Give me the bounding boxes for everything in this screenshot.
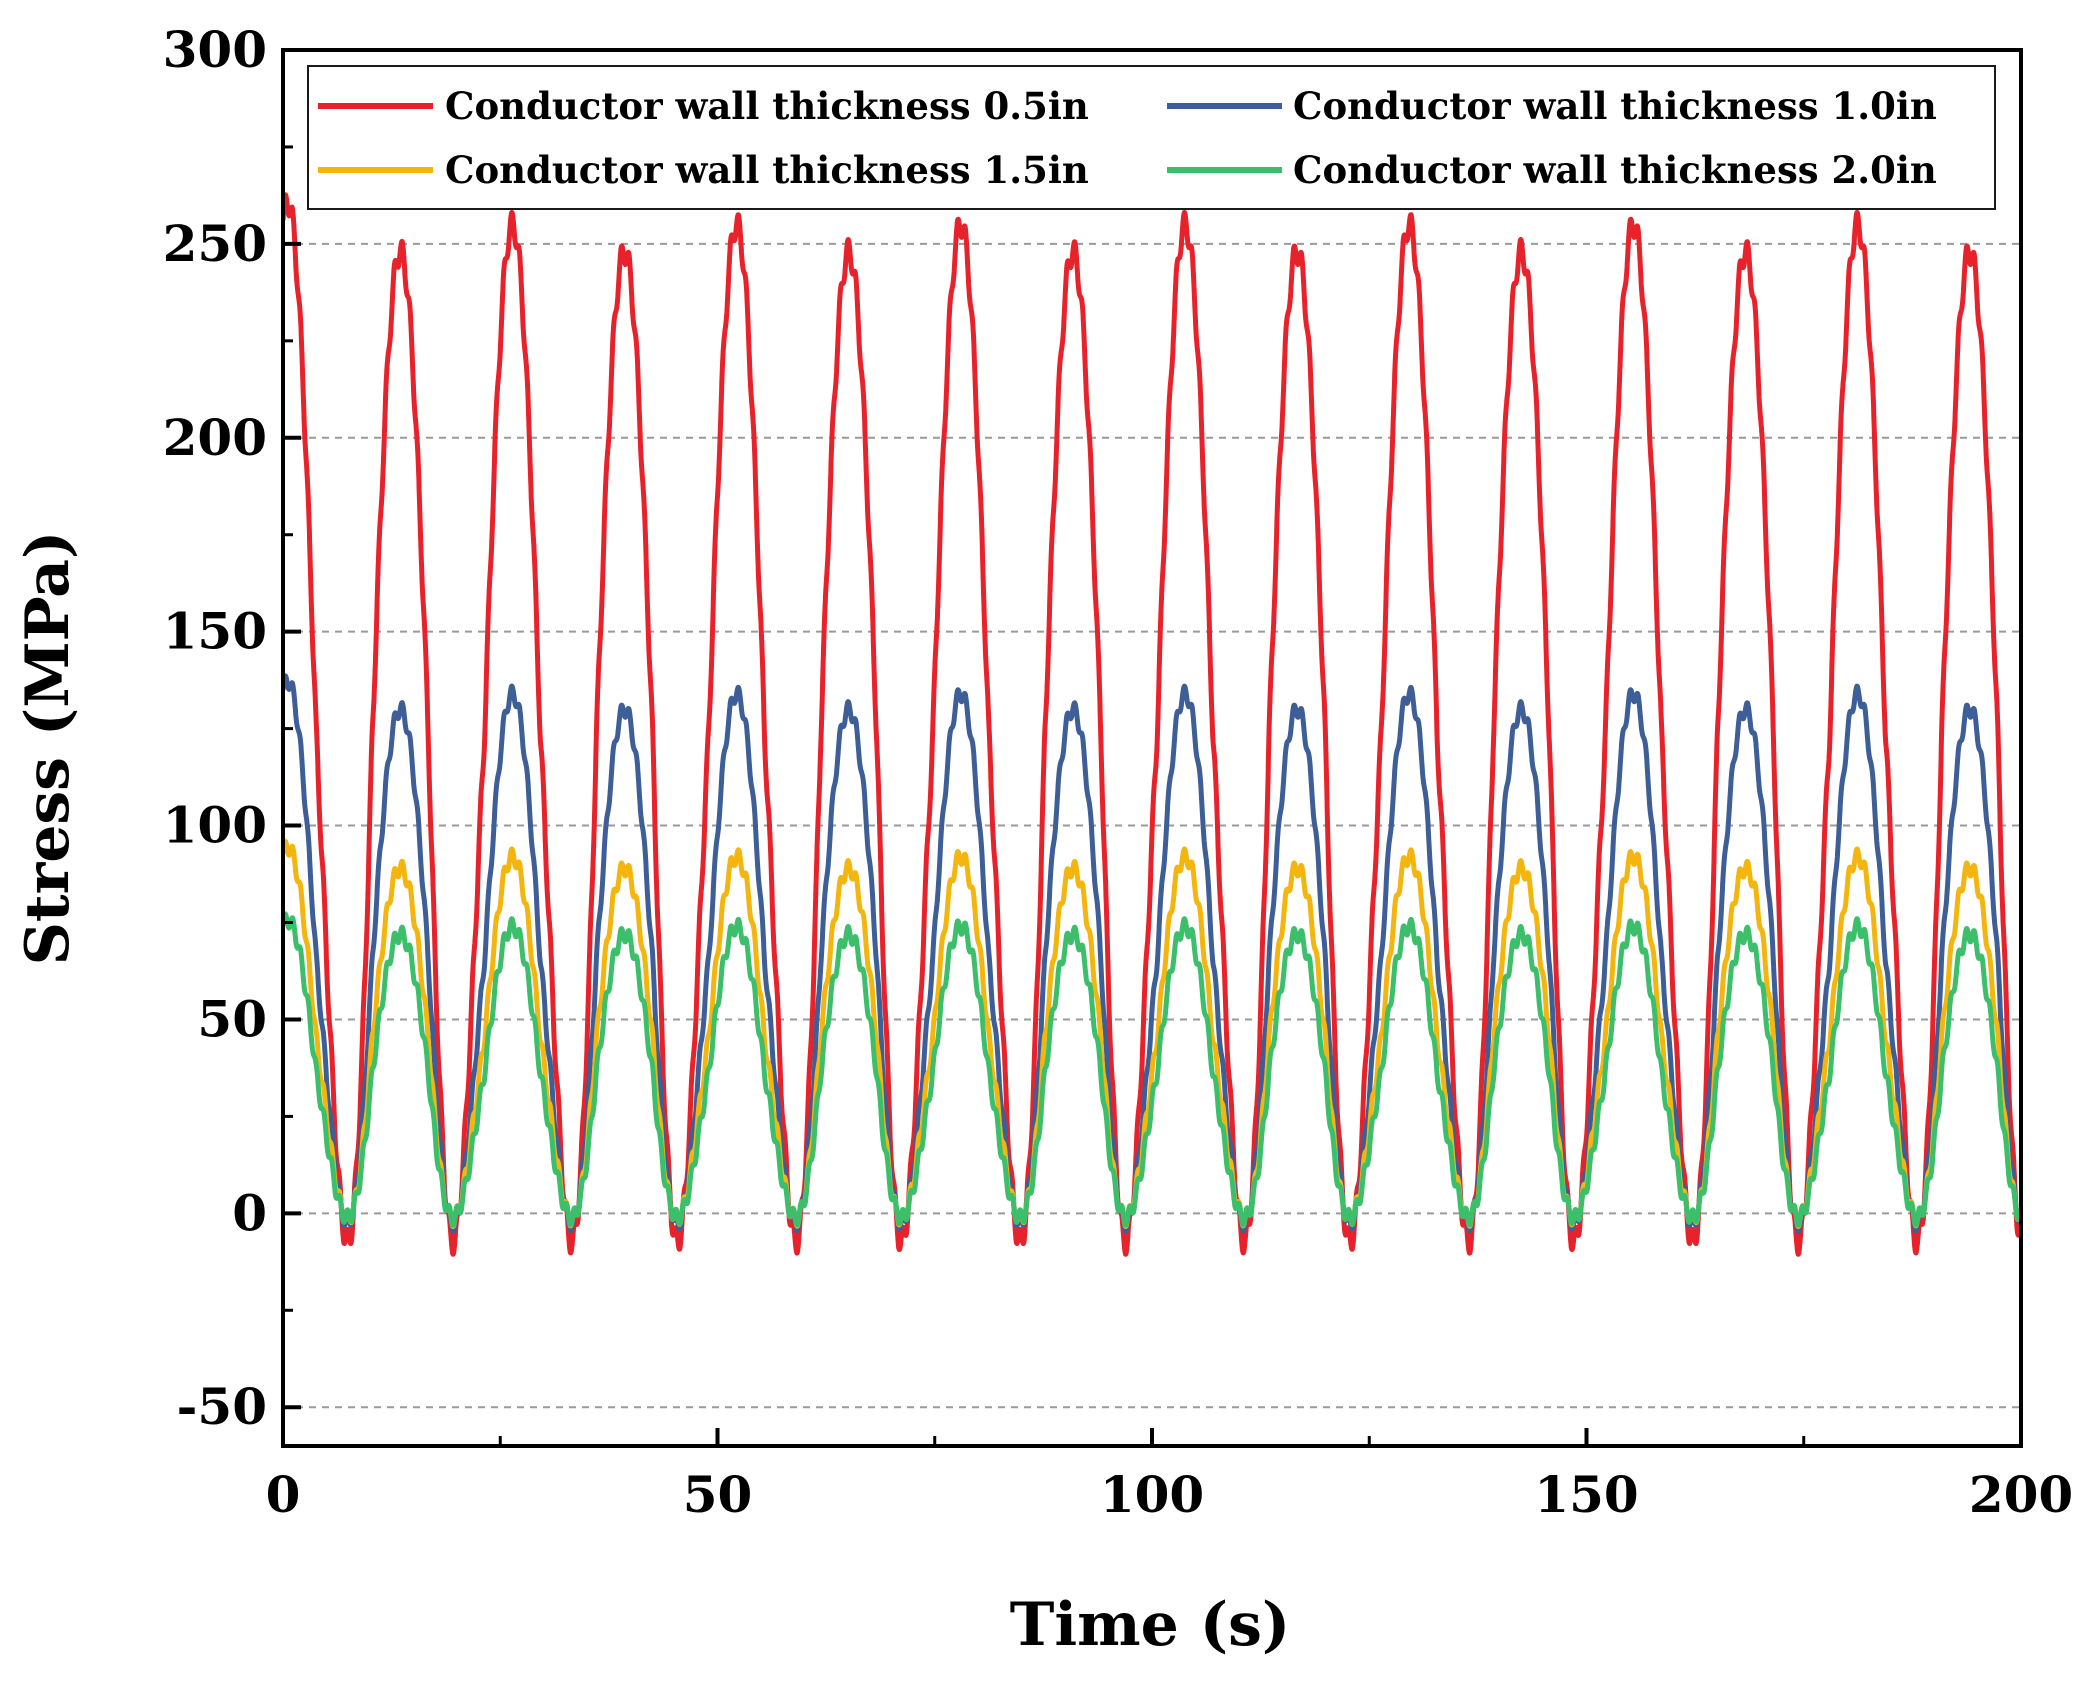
y-tick-label: 100 bbox=[163, 796, 267, 855]
y-axis-title: Stress (MPa) bbox=[13, 531, 83, 966]
y-tick-label: -50 bbox=[177, 1377, 267, 1436]
y-tick-label: 250 bbox=[163, 214, 267, 273]
y-tick-label: 200 bbox=[163, 408, 267, 467]
legend-label-2-0in: Conductor wall thickness 2.0in bbox=[1293, 148, 1937, 192]
x-tick-label: 100 bbox=[1100, 1465, 1204, 1524]
tick-layer: -50 0 50 100 150 200 250 300 0 50 100 150 200 bbox=[163, 20, 2074, 1524]
series-line bbox=[283, 911, 2021, 1228]
legend-label-0-5in: Conductor wall thickness 0.5in bbox=[445, 84, 1089, 128]
y-tick-label: 150 bbox=[163, 602, 267, 661]
x-axis-title: Time (s) bbox=[1010, 1590, 1291, 1660]
legend-label-1-5in: Conductor wall thickness 1.5in bbox=[445, 148, 1089, 192]
x-tick-label: 0 bbox=[266, 1465, 301, 1524]
series-layer bbox=[283, 192, 2021, 1257]
x-tick-label: 200 bbox=[1969, 1465, 2073, 1524]
legend: Conductor wall thickness 0.5in Conductor… bbox=[307, 65, 1996, 210]
series-line bbox=[283, 192, 2021, 1257]
y-tick-label: 300 bbox=[163, 20, 267, 79]
x-tick-label: 50 bbox=[683, 1465, 753, 1524]
x-tick-label: 150 bbox=[1534, 1465, 1638, 1524]
legend-box bbox=[307, 65, 1996, 210]
legend-label-1-0in: Conductor wall thickness 1.0in bbox=[1293, 84, 1937, 128]
y-tick-label: 50 bbox=[197, 989, 267, 1048]
y-tick-label: 0 bbox=[232, 1183, 267, 1242]
